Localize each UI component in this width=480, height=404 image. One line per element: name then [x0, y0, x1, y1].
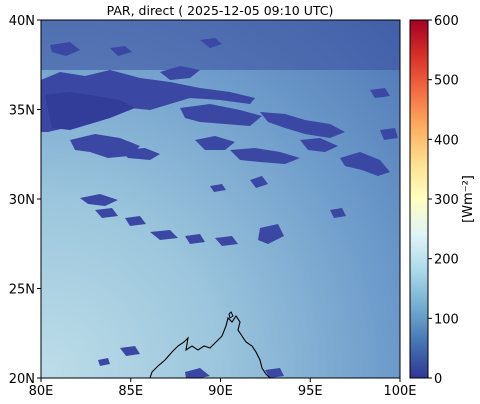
x-tick-label: 80E	[29, 384, 54, 399]
y-tick-label: 35N	[9, 104, 35, 119]
y-tick-label: 40N	[9, 14, 35, 29]
colorbar-axis: 0 100 200 300 400 500 600	[428, 14, 459, 387]
x-tick-label: 85E	[118, 384, 143, 399]
colorbar-tick-label: 0	[434, 372, 442, 387]
x-tick-label: 95E	[298, 384, 323, 399]
colorbar-tick-label: 400	[434, 133, 459, 148]
y-tick-label: 30N	[9, 193, 35, 208]
colorbar-tick-label: 200	[434, 253, 459, 268]
cloud-mask	[41, 38, 398, 378]
colorbar-label: [Wm⁻²]	[461, 175, 476, 223]
y-tick-label: 20N	[9, 372, 35, 387]
map-area	[41, 20, 400, 378]
colorbar-tick-label: 500	[434, 74, 459, 89]
colorbar-tick-label: 300	[434, 193, 459, 208]
x-tick-label: 90E	[208, 384, 233, 399]
y-axis: 20N 25N 30N 35N 40N	[9, 14, 41, 387]
colorbar-tick-label: 100	[434, 312, 459, 327]
colorbar-tick-label: 600	[434, 14, 459, 29]
x-tick-label: 100E	[383, 384, 416, 399]
coastline	[149, 315, 271, 378]
colorbar	[409, 19, 429, 379]
x-axis: 80E 85E 90E 95E 100E	[29, 378, 417, 399]
y-tick-label: 25N	[9, 283, 35, 298]
map-title: PAR, direct ( 2025-12-05 09:10 UTC)	[107, 3, 334, 18]
